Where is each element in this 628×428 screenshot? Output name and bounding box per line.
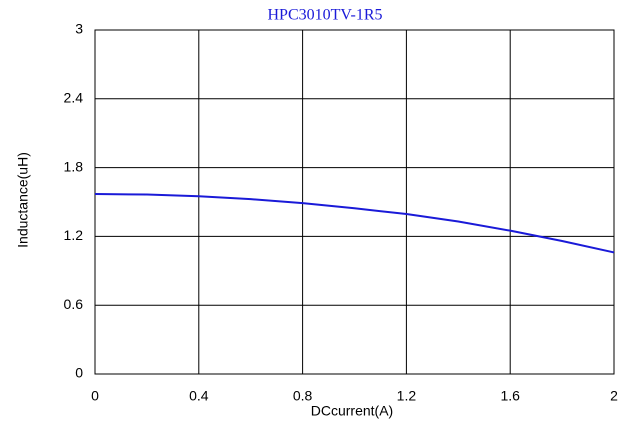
y-axis-label: Inductance(uH) — [15, 152, 31, 248]
x-tick-label: 1.6 — [500, 388, 520, 404]
x-axis-label: DCcurrent(A) — [311, 403, 393, 419]
y-tick-label: 3 — [75, 21, 83, 37]
x-tick-label: 1.2 — [397, 388, 417, 404]
x-tick-label: 0.8 — [293, 388, 313, 404]
x-tick-label: 0 — [91, 388, 99, 404]
data-line — [94, 192, 615, 254]
y-tick-label: 0.6 — [64, 296, 84, 312]
x-tick-label: 2 — [610, 388, 618, 404]
x-tick-label: 0.4 — [189, 388, 209, 404]
y-tick-label: 0 — [75, 365, 83, 381]
y-tick-label: 2.4 — [64, 90, 84, 106]
chart-title: HPC3010TV-1R5 — [268, 7, 383, 24]
y-tick-label: 1.8 — [64, 158, 84, 174]
y-tick-label: 1.2 — [64, 227, 84, 243]
plot-frame — [94, 29, 615, 375]
